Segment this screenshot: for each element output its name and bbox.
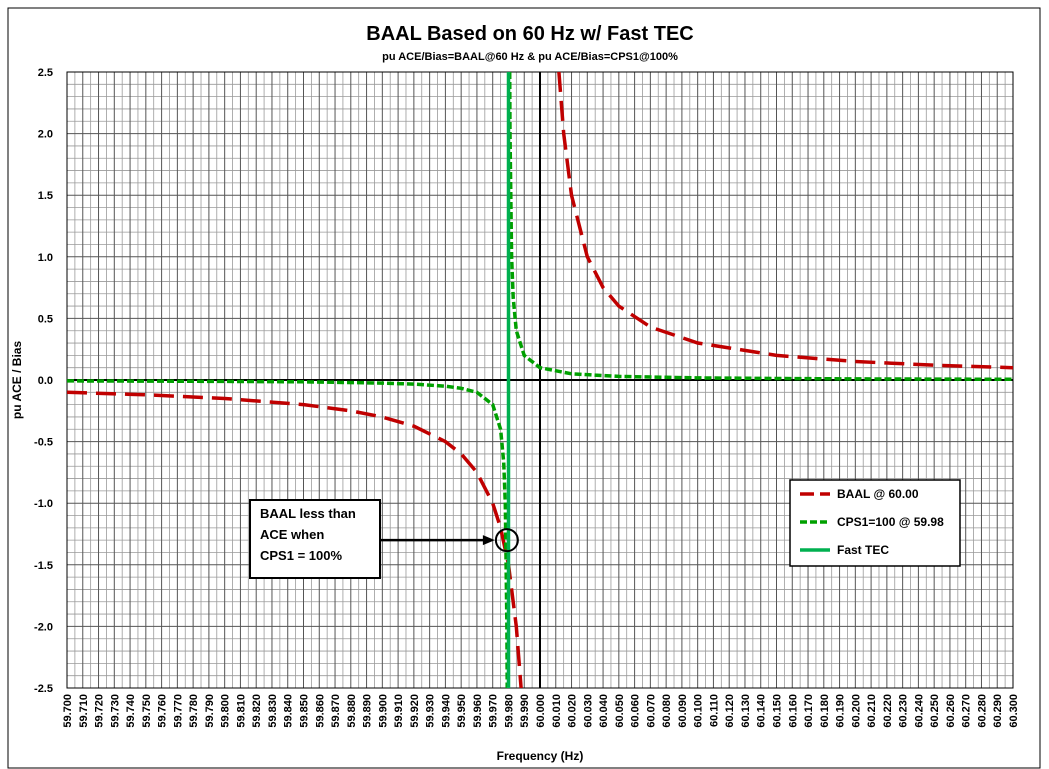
x-tick-label: 59.900 xyxy=(377,694,389,728)
x-tick-label: 60.070 xyxy=(645,694,657,728)
x-tick-label: 59.880 xyxy=(346,694,358,728)
y-axis-title: pu ACE / Bias xyxy=(10,341,24,420)
y-tick-label: 1.0 xyxy=(38,252,53,264)
x-tick-label: 60.150 xyxy=(772,694,784,728)
x-tick-label: 60.010 xyxy=(551,694,563,728)
x-tick-label: 59.840 xyxy=(283,694,295,728)
y-tick-label: -0.5 xyxy=(34,437,53,449)
x-tick-label: 60.100 xyxy=(693,694,705,728)
x-tick-label: 60.200 xyxy=(850,694,862,728)
x-tick-label: 60.240 xyxy=(913,694,925,728)
annotation-circle xyxy=(494,528,519,553)
y-tick-label: -1.0 xyxy=(34,498,53,510)
x-tick-label: 60.250 xyxy=(929,694,941,728)
x-tick-label: 59.750 xyxy=(141,694,153,728)
x-tick-label: 59.760 xyxy=(157,694,169,728)
x-tick-label: 59.800 xyxy=(220,694,232,728)
x-tick-label: 59.740 xyxy=(125,694,137,728)
chart-subtitle: pu ACE/Bias=BAAL@60 Hz & pu ACE/Bias=CPS… xyxy=(382,51,678,63)
x-tick-label: 60.090 xyxy=(677,694,689,728)
x-tick-label: 59.890 xyxy=(362,694,374,728)
x-tick-label: 59.950 xyxy=(456,694,468,728)
legend-label: CPS1=100 @ 59.98 xyxy=(837,515,944,529)
x-tick-label: 60.030 xyxy=(582,694,594,728)
x-tick-label: 59.940 xyxy=(440,694,452,728)
series-line xyxy=(66,71,1014,689)
x-tick-label: 60.230 xyxy=(898,694,910,728)
annotation-text: CPS1 = 100% xyxy=(260,548,342,563)
x-axis-title: Frequency (Hz) xyxy=(497,749,584,763)
x-tick-label: 59.970 xyxy=(488,694,500,728)
annotation-box xyxy=(249,499,381,579)
x-tick-label: 60.260 xyxy=(945,694,957,728)
x-tick-label: 59.930 xyxy=(425,694,437,728)
x-tick-label: 59.700 xyxy=(62,694,74,728)
x-tick-label: 60.130 xyxy=(740,694,752,728)
y-tick-label: -2.5 xyxy=(34,683,53,695)
x-tick-label: 59.870 xyxy=(330,694,342,728)
x-tick-label: 59.990 xyxy=(519,694,531,728)
x-tick-label: 59.860 xyxy=(314,694,326,728)
legend-label: Fast TEC xyxy=(837,543,889,557)
x-tick-label: 59.730 xyxy=(109,694,121,728)
x-tick-label: 59.710 xyxy=(78,694,90,728)
x-tick-label: 60.280 xyxy=(976,694,988,728)
x-tick-label: 60.170 xyxy=(803,694,815,728)
x-tick-label: 60.060 xyxy=(630,694,642,728)
y-tick-label: 2.5 xyxy=(38,67,53,79)
annotation-arrowhead xyxy=(482,535,495,546)
x-tick-label: 59.810 xyxy=(235,694,247,728)
x-tick-label: 59.960 xyxy=(472,694,484,728)
x-tick-label: 60.000 xyxy=(535,694,547,728)
series-line xyxy=(66,71,1014,689)
x-tick-label: 59.920 xyxy=(409,694,421,728)
x-tick-label: 59.830 xyxy=(267,694,279,728)
annotation-text: ACE when xyxy=(260,527,324,542)
x-tick-label: 59.770 xyxy=(172,694,184,728)
x-tick-label: 60.110 xyxy=(708,694,720,727)
x-tick-label: 60.300 xyxy=(1008,694,1020,728)
y-tick-label: -1.5 xyxy=(34,560,53,572)
y-tick-label: 0.5 xyxy=(38,313,53,325)
legend-label: BAAL @ 60.00 xyxy=(837,487,919,501)
x-tick-label: 59.790 xyxy=(204,694,216,728)
x-tick-label: 60.080 xyxy=(661,694,673,728)
x-tick-label: 60.020 xyxy=(567,694,579,728)
chart-title: BAAL Based on 60 Hz w/ Fast TEC xyxy=(366,23,693,45)
x-tick-label: 60.290 xyxy=(992,694,1004,728)
x-tick-label: 60.160 xyxy=(787,694,799,728)
x-tick-label: 60.050 xyxy=(614,694,626,728)
x-tick-label: 60.220 xyxy=(882,694,894,728)
x-tick-label: 60.120 xyxy=(724,694,736,728)
y-tick-label: -2.0 xyxy=(34,621,53,633)
x-tick-label: 59.980 xyxy=(503,694,515,728)
x-tick-label: 60.040 xyxy=(598,694,610,728)
x-tick-label: 59.910 xyxy=(393,694,405,728)
y-tick-label: 0.0 xyxy=(38,375,53,387)
x-tick-label: 59.780 xyxy=(188,694,200,728)
x-tick-label: 59.820 xyxy=(251,694,263,728)
annotation-text: BAAL less than xyxy=(260,506,356,521)
x-tick-label: 59.720 xyxy=(94,694,106,728)
x-tick-label: 60.140 xyxy=(756,694,768,728)
y-tick-label: 2.0 xyxy=(38,129,53,141)
x-tick-label: 60.190 xyxy=(835,694,847,728)
x-tick-label: 60.180 xyxy=(819,694,831,728)
y-tick-label: 1.5 xyxy=(38,190,53,202)
x-tick-label: 59.850 xyxy=(299,694,311,728)
x-tick-label: 60.210 xyxy=(866,694,878,728)
x-tick-label: 60.270 xyxy=(961,694,973,728)
